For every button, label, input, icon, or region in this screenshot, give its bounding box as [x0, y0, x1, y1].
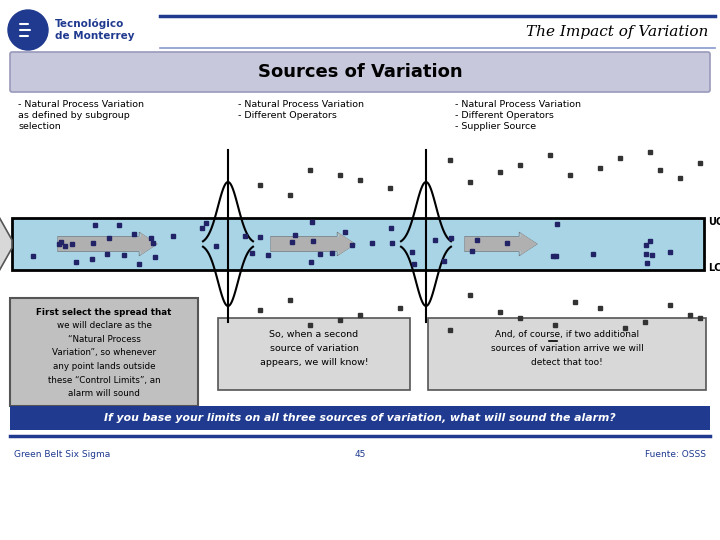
Text: appears, we will know!: appears, we will know!: [260, 358, 369, 367]
FancyBboxPatch shape: [428, 318, 706, 390]
Text: First select the spread that: First select the spread that: [36, 308, 171, 317]
Text: - Supplier Source: - Supplier Source: [455, 122, 536, 131]
Text: any point lands outside: any point lands outside: [53, 362, 156, 371]
Text: Sources of Variation: Sources of Variation: [258, 63, 462, 81]
Text: - Different Operators: - Different Operators: [238, 111, 337, 120]
Text: Variation”, so whenever: Variation”, so whenever: [52, 348, 156, 357]
Polygon shape: [0, 208, 12, 280]
Text: If you base your limits on all three sources of variation, what will sound the a: If you base your limits on all three sou…: [104, 413, 616, 423]
Text: as defined by subgroup: as defined by subgroup: [18, 111, 130, 120]
FancyBboxPatch shape: [10, 52, 710, 92]
Text: we will declare as the: we will declare as the: [57, 321, 151, 330]
Text: LCL: LCL: [708, 263, 720, 273]
Text: Green Belt Six Sigma: Green Belt Six Sigma: [14, 450, 110, 459]
Text: So, when a second: So, when a second: [269, 330, 359, 339]
Text: And, of course, if two additional: And, of course, if two additional: [495, 330, 639, 339]
FancyArrowPatch shape: [271, 233, 355, 255]
Text: detect that too!: detect that too!: [531, 358, 603, 367]
Text: Fuente: OSSS: Fuente: OSSS: [645, 450, 706, 459]
Bar: [12, 218, 704, 270]
Circle shape: [8, 10, 48, 50]
FancyArrowPatch shape: [58, 233, 157, 255]
Text: The Impact of Variation: The Impact of Variation: [526, 25, 708, 39]
Text: “Natural Process: “Natural Process: [68, 335, 140, 344]
Text: Tecnológico: Tecnológico: [55, 19, 125, 29]
FancyBboxPatch shape: [10, 298, 198, 406]
Text: - Natural Process Variation: - Natural Process Variation: [18, 100, 144, 109]
Text: 45: 45: [354, 450, 366, 459]
Text: sources of variation arrive we will: sources of variation arrive we will: [490, 344, 644, 353]
Text: alarm will sound: alarm will sound: [68, 389, 140, 398]
FancyArrowPatch shape: [465, 233, 537, 255]
Text: de Monterrey: de Monterrey: [55, 31, 135, 41]
Text: - Natural Process Variation: - Natural Process Variation: [238, 100, 364, 109]
Text: - Different Operators: - Different Operators: [455, 111, 554, 120]
Bar: [10, 406, 710, 430]
Text: - Natural Process Variation: - Natural Process Variation: [455, 100, 581, 109]
Text: source of variation: source of variation: [269, 344, 359, 353]
Text: UCL: UCL: [708, 217, 720, 227]
Text: these “Control Limits”, an: these “Control Limits”, an: [48, 375, 161, 384]
FancyBboxPatch shape: [218, 318, 410, 390]
Text: selection: selection: [18, 122, 60, 131]
